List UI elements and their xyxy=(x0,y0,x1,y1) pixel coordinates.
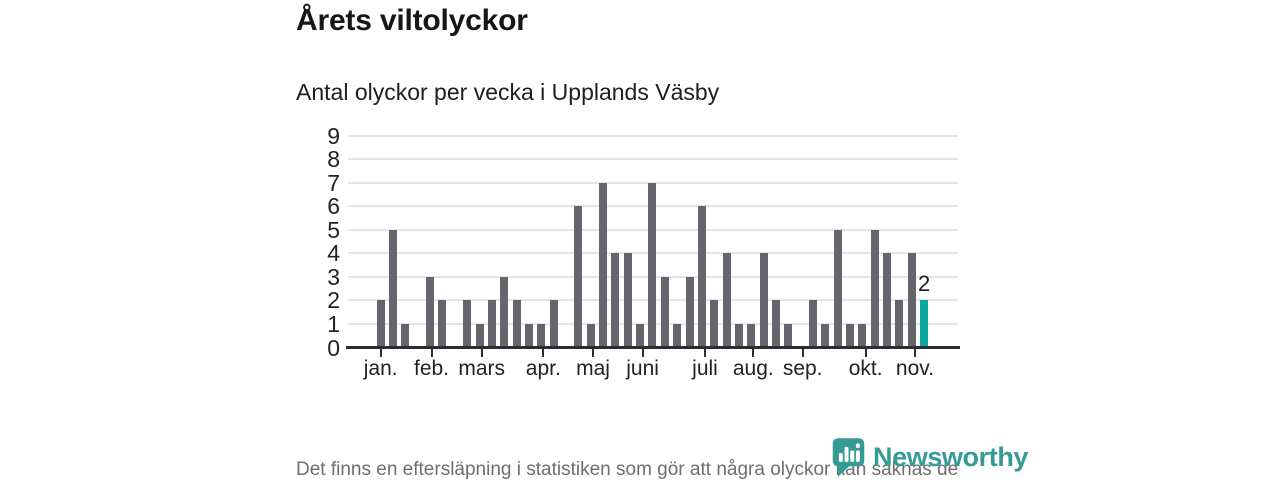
x-axis-tick xyxy=(480,349,483,357)
x-axis-month-label: juni xyxy=(626,357,659,380)
y-axis-tick-label: 6 xyxy=(327,193,340,220)
gridline-y9 xyxy=(348,134,958,137)
y-axis-tick-label: 0 xyxy=(327,334,340,361)
bar-week xyxy=(574,206,583,348)
x-axis-month-label: maj xyxy=(576,357,610,380)
newsworthy-logo: Newsworthy xyxy=(831,436,1028,478)
x-axis-month-label: jan. xyxy=(363,357,398,380)
x-axis-tick xyxy=(704,349,706,357)
bar-week-current-highlight xyxy=(920,300,929,348)
bar-week xyxy=(821,323,830,348)
y-axis-tick-label: 5 xyxy=(327,216,340,243)
bar-week xyxy=(599,182,607,348)
bar-week xyxy=(673,323,682,348)
bar-week xyxy=(907,253,916,348)
bar-week xyxy=(710,300,719,348)
bar-week xyxy=(895,300,904,348)
bar-week xyxy=(636,323,644,348)
x-axis-month-label: okt. xyxy=(848,357,883,380)
bar-week xyxy=(586,323,595,348)
x-axis-tick xyxy=(801,349,804,357)
x-axis-tick xyxy=(864,349,867,357)
bar-week xyxy=(438,300,447,348)
bar-week xyxy=(833,229,842,348)
bar-week xyxy=(722,253,731,348)
y-axis-tick-label: 9 xyxy=(327,122,340,149)
y-axis-tick-label: 4 xyxy=(327,240,340,267)
bar-week xyxy=(623,253,632,348)
bar-week xyxy=(487,300,496,348)
bar-week xyxy=(734,323,743,348)
y-axis-tick-label: 1 xyxy=(327,310,340,337)
x-axis-tick xyxy=(542,349,545,357)
y-axis-tick-label: 2 xyxy=(327,287,340,314)
bar-week xyxy=(660,276,669,348)
chart-title: Årets viltolyckor xyxy=(296,4,528,37)
bar-week xyxy=(463,300,472,348)
bar-week xyxy=(376,300,385,348)
bar-week xyxy=(475,323,484,348)
bar-week xyxy=(883,253,891,348)
x-axis-month-label: juli xyxy=(692,357,718,380)
bar-week xyxy=(648,182,657,348)
bar-week xyxy=(512,300,521,348)
bar-week xyxy=(747,323,756,348)
x-axis-tick xyxy=(752,349,755,357)
bar-week xyxy=(784,323,793,348)
newsworthy-bubble-chart-icon xyxy=(832,438,865,477)
x-axis-month-label: nov. xyxy=(895,357,935,380)
bar-week xyxy=(549,300,558,348)
bar-week xyxy=(426,276,435,348)
bar-week xyxy=(389,229,398,348)
x-axis-tick xyxy=(430,349,433,357)
bar-week xyxy=(401,323,410,348)
x-axis-month-label: mars xyxy=(458,357,506,380)
bar-week xyxy=(524,323,533,348)
bar-week xyxy=(870,229,879,348)
bar-week xyxy=(809,300,817,348)
gridline-y8 xyxy=(348,158,958,161)
bar-week xyxy=(611,253,620,348)
y-axis-tick-label: 3 xyxy=(327,263,340,290)
x-axis-tick xyxy=(914,349,916,357)
last-value-label: 2 xyxy=(917,271,931,297)
bar-week xyxy=(759,253,768,348)
x-axis-tick xyxy=(379,349,382,357)
newsworthy-wordmark: Newsworthy xyxy=(873,441,1029,472)
bar-week xyxy=(537,323,546,348)
x-axis-month-label: apr. xyxy=(525,357,561,380)
bar-week xyxy=(500,276,509,348)
x-axis-month-label: sep. xyxy=(782,357,823,380)
y-axis-tick-label: 7 xyxy=(327,169,340,196)
x-axis-month-label: feb. xyxy=(413,357,450,380)
x-axis-line xyxy=(346,346,960,349)
y-axis-tick-label: 8 xyxy=(327,146,340,173)
bar-week xyxy=(846,323,854,348)
x-axis-tick xyxy=(641,349,644,357)
footnote: Det finns en eftersläpning i statistiken… xyxy=(296,459,959,480)
chart-subtitle: Antal olyckor per vecka i Upplands Väsby xyxy=(296,79,720,105)
bar-week xyxy=(858,323,867,348)
bar-week xyxy=(685,276,694,348)
bar-week xyxy=(697,206,706,348)
x-axis-tick xyxy=(592,349,594,357)
bar-week xyxy=(771,300,780,348)
x-axis-month-label: aug. xyxy=(732,357,774,380)
